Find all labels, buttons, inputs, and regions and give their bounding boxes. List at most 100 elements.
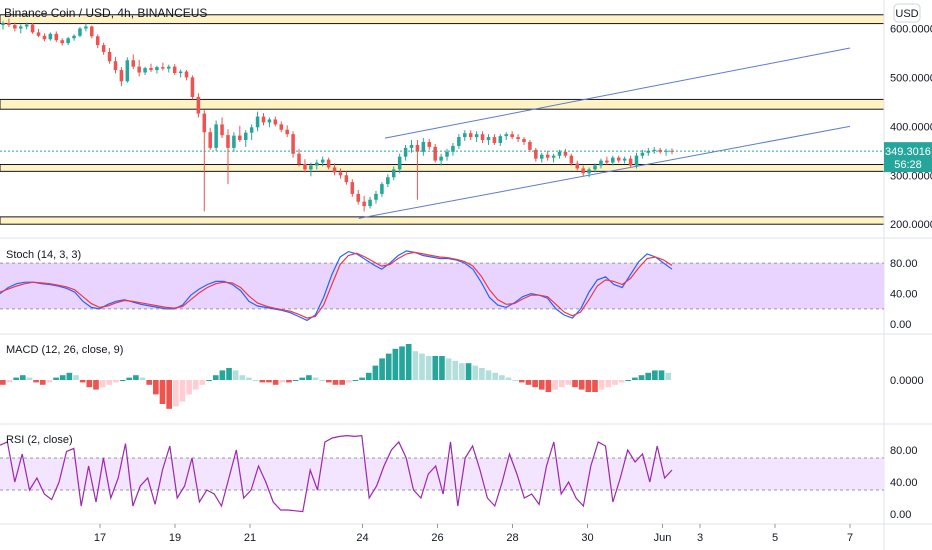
time-tick-label: 3 — [697, 532, 703, 544]
macd-histogram-bar — [525, 380, 532, 385]
macd-histogram-bar — [99, 380, 106, 388]
candle-body — [267, 119, 272, 123]
macd-histogram-bar — [385, 353, 392, 380]
price-scale[interactable]: 600.0000 500.0000 400.0000 300.0000 200.0000… — [890, 23, 932, 521]
macd-histogram-bar — [578, 380, 585, 390]
price-tick-label: 400.0000 — [890, 121, 932, 133]
macd-histogram-bar — [139, 377, 146, 380]
macd-histogram-bar — [512, 380, 518, 381]
macd-histogram-bar — [232, 370, 239, 380]
rsi-pane[interactable] — [0, 434, 884, 513]
candle-body — [78, 28, 82, 36]
candle-body — [510, 134, 514, 138]
macd-histogram-bar — [419, 353, 425, 380]
candle-body — [516, 137, 520, 140]
macd-histogram-bar — [485, 370, 492, 380]
candle-body — [569, 155, 574, 164]
price-tick-label: 600.0000 — [890, 23, 932, 35]
macd-histogram-bar — [538, 380, 545, 390]
price-pane[interactable] — [0, 14, 885, 225]
macd-histogram-bar — [319, 380, 326, 381]
candle-body — [1, 23, 5, 26]
macd-histogram-bar — [172, 380, 179, 407]
macd-histogram-bar — [79, 380, 86, 383]
macd-histogram-bar — [26, 377, 33, 380]
macd-histogram-bar — [638, 375, 645, 380]
candle-body — [60, 40, 64, 44]
candle-body — [232, 135, 236, 148]
macd-histogram-bar — [585, 380, 592, 392]
macd-tick-label: 0.0000 — [890, 375, 924, 387]
rsi-title: RSI (2, close) — [6, 434, 73, 446]
candle-body — [13, 25, 17, 29]
macd-histogram-bar — [19, 375, 26, 380]
candle-body — [90, 26, 94, 37]
macd-histogram-bar — [558, 380, 565, 388]
last-price-tag: 349.3016 56:28 — [884, 142, 932, 173]
candle-body — [107, 51, 112, 62]
price-tick-label: 200.0000 — [890, 219, 932, 231]
time-tick-label: 7 — [847, 532, 853, 544]
candle-body — [652, 149, 657, 151]
candle-body — [113, 61, 118, 71]
indicator-tick-label: 80.00 — [890, 258, 918, 270]
macd-histogram-bar — [652, 370, 658, 380]
time-tick-label: 24 — [356, 532, 368, 544]
macd-histogram-bar — [66, 372, 73, 380]
macd-histogram-bar — [33, 380, 39, 383]
stoch-pane[interactable] — [0, 250, 884, 322]
candle-body — [137, 66, 141, 73]
candle-body — [409, 144, 414, 148]
candle-body — [403, 147, 408, 157]
channel-line — [358, 125, 851, 219]
macd-histogram-bar — [645, 372, 652, 380]
candle-body — [380, 184, 384, 194]
bar-countdown: 56:28 — [894, 159, 922, 171]
candlestick-series — [1, 18, 674, 212]
candle-body — [72, 35, 76, 39]
macd-histogram-bar — [499, 375, 505, 380]
macd-title: MACD (12, 26, close, 9) — [6, 344, 123, 356]
candle-body — [125, 60, 130, 82]
currency-button[interactable]: USD — [893, 3, 921, 23]
macd-histogram-bar — [0, 380, 6, 385]
candle-body — [539, 154, 544, 159]
macd-histogram-bar — [312, 377, 319, 380]
macd-pane[interactable] — [0, 344, 671, 409]
candle-body — [664, 150, 668, 152]
macd-histogram-bar — [159, 380, 166, 404]
candle-body — [273, 119, 278, 125]
candle-body — [214, 124, 218, 148]
candle-body — [646, 150, 651, 153]
indicator-tick-label: 40.00 — [890, 289, 918, 301]
macd-histogram-bar — [113, 380, 119, 383]
indicator-band — [0, 263, 884, 309]
candle-body — [427, 142, 432, 147]
candle-body — [628, 158, 633, 166]
macd-histogram-bar — [452, 360, 459, 380]
time-scale[interactable]: 17 19 21 24 26 28 30 Jun 3 5 7 — [94, 524, 853, 544]
rsi-line — [0, 434, 673, 513]
macd-histogram-bar — [345, 380, 352, 383]
candle-body — [315, 162, 319, 166]
candle-body — [599, 160, 603, 166]
macd-histogram-bar — [73, 375, 79, 380]
candle-body — [167, 66, 171, 69]
macd-histogram-bar — [219, 370, 226, 380]
macd-histogram-bar — [93, 380, 99, 390]
macd-histogram-bar — [612, 380, 618, 385]
macd-histogram-bar — [618, 380, 625, 383]
candle-body — [486, 137, 491, 141]
macd-histogram-bar — [239, 375, 246, 380]
candle-body — [297, 153, 301, 165]
macd-histogram-bar — [352, 380, 359, 381]
macd-histogram-bar — [299, 377, 306, 380]
time-tick-label: 21 — [244, 532, 256, 544]
candle-body — [42, 35, 47, 40]
macd-histogram-bar — [392, 348, 399, 380]
candle-body — [54, 33, 59, 41]
indicator-tick-label: 0.00 — [890, 319, 911, 331]
macd-histogram-bar — [39, 380, 46, 385]
sr-zone — [0, 98, 885, 110]
